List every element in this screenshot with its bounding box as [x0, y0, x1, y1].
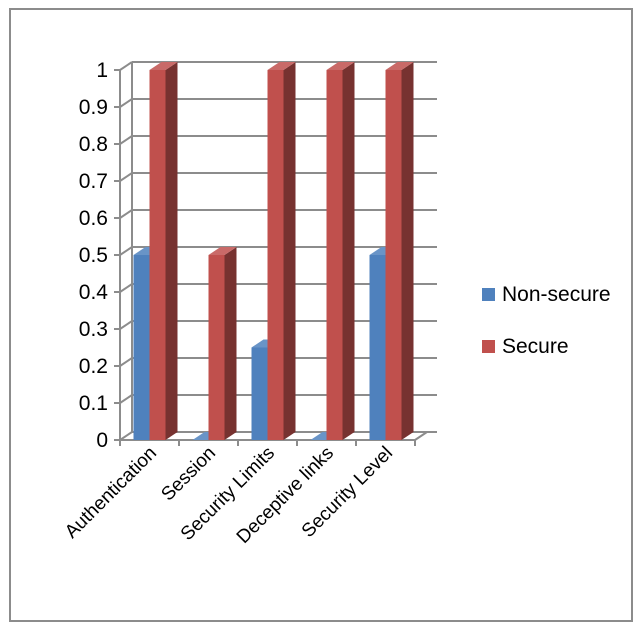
legend-swatch	[482, 340, 495, 353]
gridline-depth	[119, 172, 133, 182]
y-tick-label: 0.5	[79, 244, 108, 267]
bar-secure-1	[208, 247, 237, 440]
chart-border	[9, 8, 633, 622]
gridline-depth	[119, 394, 133, 404]
gridline-depth	[119, 283, 133, 293]
y-tick-label: 0.3	[79, 318, 108, 341]
gridline-depth	[119, 135, 133, 145]
legend-label: Non-secure	[502, 283, 611, 306]
floor-edge	[414, 431, 428, 441]
y-tick-label: 0.6	[79, 207, 108, 230]
y-tick-label: 0.2	[79, 355, 108, 378]
bar-secure-4	[385, 62, 414, 440]
gridline-depth	[119, 61, 133, 71]
y-tick-label: 0.7	[79, 170, 108, 193]
legend: Non-secure Secure	[482, 283, 611, 358]
gridline-depth	[119, 209, 133, 219]
bar-secure-0	[149, 62, 178, 440]
y-axis-ticks: 0 0.1 0.2 0.3 0.4 0.5 0.6 0.7 0.8 0.9 1	[79, 59, 109, 452]
y-tick-label: 0.8	[79, 133, 108, 156]
y-tick-label: 0.9	[79, 96, 108, 119]
gridline-depth	[119, 320, 133, 330]
bars	[133, 62, 414, 440]
y-tick-label: 1	[96, 59, 108, 82]
bar-secure-2	[267, 62, 296, 440]
gridline-depth	[119, 246, 133, 256]
y-tick-label: 0	[96, 429, 108, 452]
legend-swatch	[482, 288, 495, 301]
gridline-depth	[119, 357, 133, 367]
legend-label: Secure	[502, 335, 569, 358]
y-tick-label: 0.1	[79, 392, 108, 415]
y-tick-label: 0.4	[79, 281, 109, 304]
bar-secure-3	[326, 62, 355, 440]
gridline-depth	[119, 431, 133, 441]
gridline-depth	[119, 98, 133, 108]
